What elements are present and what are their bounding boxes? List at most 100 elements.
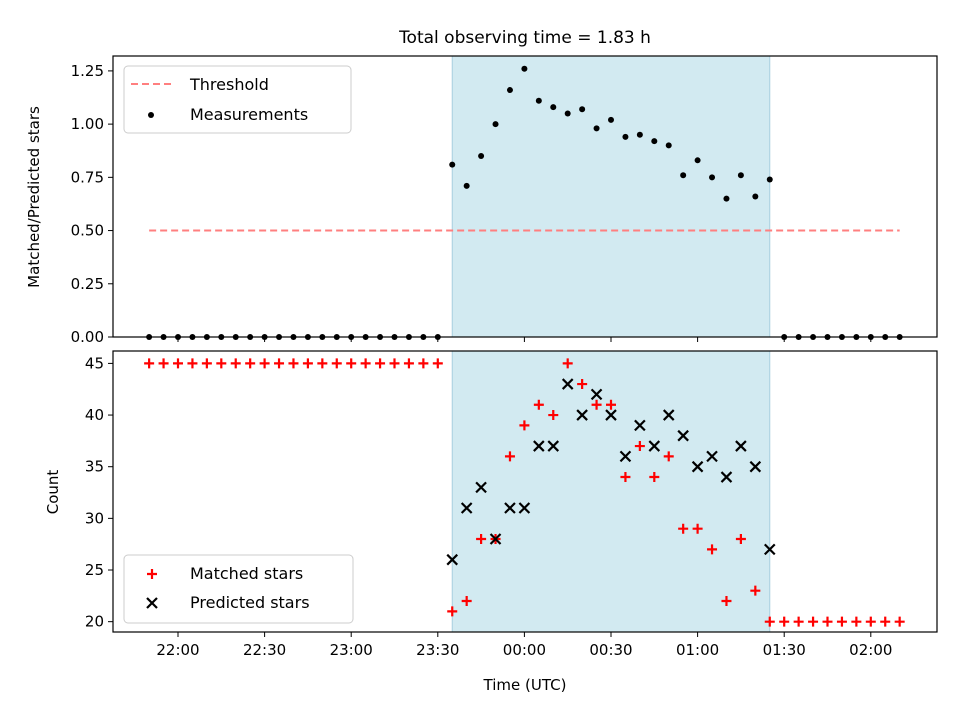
measurement-point <box>449 161 456 168</box>
predicted-stars-point <box>590 388 603 401</box>
matched-stars-point <box>144 358 155 369</box>
y-tick-label: 0.00 <box>71 328 104 346</box>
predicted-stars-point <box>547 440 560 452</box>
matched-stars-point <box>591 399 602 410</box>
y-tick-label: 0.25 <box>71 275 104 293</box>
x-axis-label: Time (UTC) <box>483 676 567 694</box>
matched-stars-point <box>274 358 285 369</box>
legend-bottom: Matched stars Predicted stars <box>123 554 354 624</box>
matched-stars-point <box>375 358 386 369</box>
x-tick-label: 01:30 <box>763 641 806 659</box>
measurement-point <box>737 172 744 179</box>
predicted-stars-point <box>677 429 689 442</box>
predicted-stars-point <box>576 409 588 421</box>
measurement-point <box>535 97 542 104</box>
matched-stars-point <box>606 399 616 410</box>
matched-stars-point <box>201 358 212 369</box>
measurement-point <box>723 195 730 202</box>
matched-stars-point <box>187 358 198 369</box>
x-tick-label: 02:00 <box>849 641 892 659</box>
matched-stars-point <box>403 358 414 369</box>
x-tick-label: 01:00 <box>676 641 719 659</box>
measurement-point <box>766 176 773 183</box>
matched-stars-point <box>764 616 775 627</box>
predicted-stars-point <box>561 378 574 390</box>
measurement-point <box>709 174 716 181</box>
measurement-point <box>636 131 643 138</box>
y-tick-label: 1.25 <box>71 62 104 80</box>
matched-stars-point <box>447 606 458 617</box>
predicted-stars-point <box>446 553 459 566</box>
matched-stars-point <box>692 523 703 534</box>
legend-matched-swatch <box>147 569 157 579</box>
matched-stars-point <box>880 616 891 627</box>
measurement-point <box>506 87 513 94</box>
matched-stars-point <box>533 399 544 410</box>
matched-stars-point <box>158 358 169 369</box>
predicted-stars-point <box>735 440 747 452</box>
matched-stars-point <box>836 616 847 627</box>
series-predicted-stars <box>446 378 776 566</box>
predicted-stars-point <box>475 481 487 494</box>
series-matched-stars <box>144 358 905 627</box>
measurement-point <box>694 157 701 164</box>
legend-threshold-label: Threshold <box>189 75 269 94</box>
predicted-stars-point <box>460 502 473 514</box>
chart-title: Total observing time = 1.83 h <box>398 28 651 48</box>
measurement-point <box>478 153 485 160</box>
measurement-point <box>593 125 600 132</box>
measurement-point <box>608 116 614 123</box>
matched-stars-point <box>331 358 342 369</box>
y-tick-label: 0.75 <box>71 168 104 186</box>
legend-measurements-swatch <box>148 112 154 118</box>
matched-stars-point <box>865 616 876 627</box>
x-tick-label: 22:30 <box>243 641 286 659</box>
measurement-point <box>521 65 528 72</box>
measurement-point <box>651 138 658 145</box>
y-tick-label: 0.50 <box>71 222 104 240</box>
legend-top: Threshold Measurements <box>123 65 352 134</box>
matched-stars-point <box>346 358 357 369</box>
x-tick-label: 23:00 <box>330 641 373 659</box>
observing-window <box>451 350 771 633</box>
matched-stars-point <box>259 358 270 369</box>
matched-stars-point <box>822 616 833 627</box>
predicted-stars-point <box>504 502 516 514</box>
predicted-stars-point <box>648 440 661 452</box>
matched-stars-point <box>476 534 487 545</box>
predicted-stars-point <box>605 409 617 421</box>
predicted-stars-point <box>533 440 545 452</box>
measurement-point <box>752 193 759 200</box>
measurement-point <box>463 182 470 189</box>
matched-stars-point <box>302 358 313 369</box>
top-panel: 0.00 0.25 0.50 0.75 1.00 1.25 Threshold Measure… <box>71 55 938 346</box>
matched-stars-point <box>894 616 905 627</box>
matched-stars-point <box>216 358 227 369</box>
y-tick-label: 1.00 <box>71 115 104 133</box>
top-y-axis-label: Matched/Predicted stars <box>25 106 43 288</box>
x-tick-label: 23:30 <box>416 641 459 659</box>
matched-stars-point <box>245 358 256 369</box>
measurement-point <box>579 106 586 113</box>
x-tick-label: 22:00 <box>156 641 199 659</box>
matched-stars-point <box>360 358 371 369</box>
measurement-point <box>564 110 571 117</box>
matched-stars-point <box>519 420 530 431</box>
y-tick-label: 40 <box>85 406 104 424</box>
matched-stars-point <box>461 596 472 607</box>
matched-stars-point <box>620 472 631 483</box>
predicted-stars-point <box>489 533 502 545</box>
matched-stars-point <box>721 596 732 607</box>
matched-stars-point <box>649 472 660 483</box>
y-tick-label: 20 <box>85 613 104 631</box>
matched-stars-point <box>562 358 573 369</box>
legend-predicted-label: Predicted stars <box>190 593 310 612</box>
matched-stars-point <box>634 441 645 452</box>
matched-stars-point <box>793 616 804 627</box>
y-tick-label: 25 <box>85 561 104 579</box>
axes-frame <box>112 350 938 633</box>
legend-frame <box>123 554 354 624</box>
matched-stars-point <box>663 451 674 462</box>
y-tick-label: 35 <box>85 458 104 476</box>
